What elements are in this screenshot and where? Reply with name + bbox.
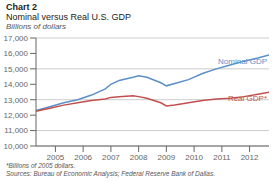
svg-text:11,000: 11,000: [8, 126, 29, 135]
svg-text:Real GDP*: Real GDP*: [228, 94, 267, 103]
svg-text:13,000: 13,000: [8, 96, 29, 105]
svg-text:10,000: 10,000: [8, 142, 29, 151]
svg-text:2011: 2011: [213, 153, 231, 162]
svg-text:12,000: 12,000: [8, 111, 29, 120]
html-text:*Billions of 2005 dollars.: *Billions of 2005 dollars.: [6, 162, 76, 169]
html-text:Chart 2: Chart 2: [6, 2, 37, 12]
svg-text:2006: 2006: [74, 153, 92, 162]
html-text:Nominal versus Real U.S. GDP: Nominal versus Real U.S. GDP: [6, 12, 131, 22]
html-text:Billions of dollars: Billions of dollars: [6, 22, 66, 31]
svg-text:14,000: 14,000: [8, 80, 29, 89]
svg-text:16,000: 16,000: [8, 49, 29, 58]
svg-text:2012: 2012: [241, 153, 259, 162]
svg-text:Nominal GDP: Nominal GDP: [218, 57, 267, 66]
html-text:Sources: Bureau of Economic An: Sources: Bureau of Economic Analysis; Fe…: [6, 170, 215, 177]
svg-text:17,000: 17,000: [8, 34, 29, 43]
svg-text:2010: 2010: [185, 153, 203, 162]
svg-text:2005: 2005: [47, 153, 65, 162]
svg-text:2009: 2009: [157, 153, 175, 162]
svg-text:2008: 2008: [130, 153, 148, 162]
svg-text:15,000: 15,000: [8, 65, 29, 74]
svg-text:2007: 2007: [102, 153, 120, 162]
